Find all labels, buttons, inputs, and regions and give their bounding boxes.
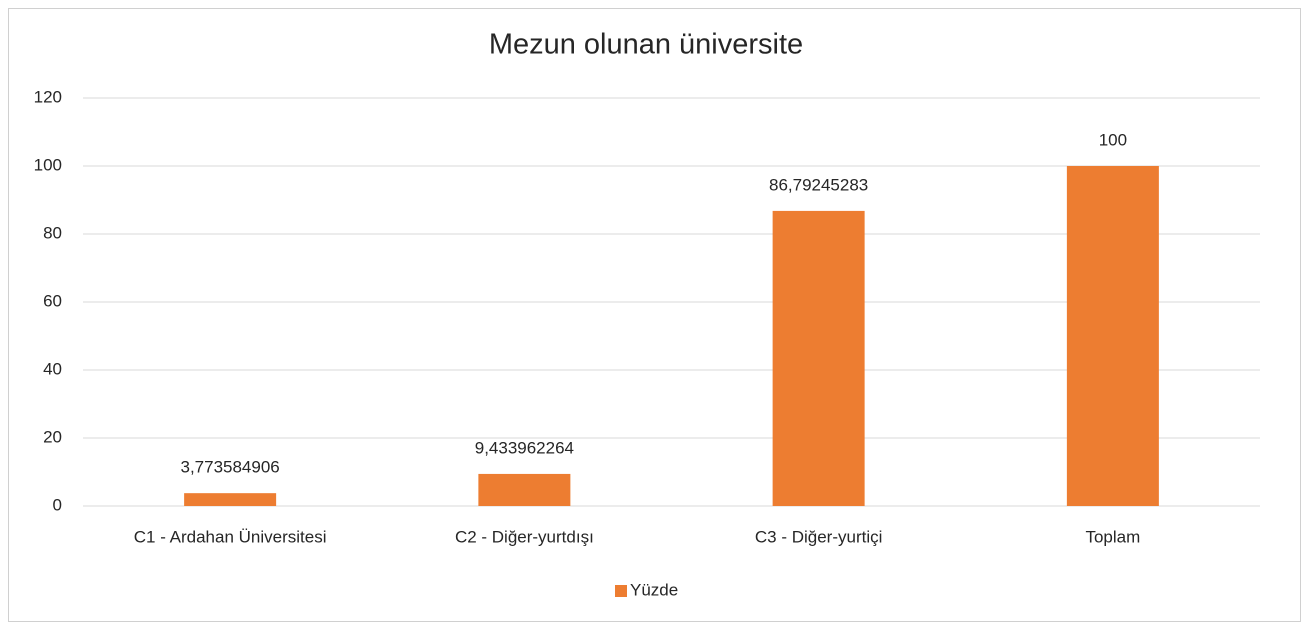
x-tick-label: C2 - Diğer-yurtdışı	[455, 527, 594, 546]
x-tick-label: C1 - Ardahan Üniversitesi	[134, 527, 327, 546]
x-tick-label: Toplam	[1085, 527, 1140, 546]
y-tick-label: 100	[34, 155, 62, 174]
y-tick-label: 60	[43, 291, 62, 310]
data-label: 86,79245283	[769, 175, 868, 194]
bar	[184, 493, 277, 506]
data-label: 9,433962264	[475, 438, 574, 457]
legend-label: Yüzde	[630, 580, 678, 599]
bar	[478, 473, 571, 506]
bar	[1066, 166, 1159, 506]
y-tick-label: 120	[34, 87, 62, 106]
x-tick-label: C3 - Diğer-yurtiçi	[755, 527, 883, 546]
y-tick-label: 20	[43, 427, 62, 446]
chart-title: Mezun olunan üniversite	[489, 29, 803, 61]
bar	[772, 210, 865, 507]
data-label: 3,773584906	[180, 458, 279, 477]
y-tick-label: 40	[43, 359, 62, 378]
legend-swatch	[615, 585, 627, 597]
y-tick-label: 0	[53, 495, 62, 514]
y-tick-label: 80	[43, 223, 62, 242]
data-label: 100	[1099, 130, 1127, 149]
